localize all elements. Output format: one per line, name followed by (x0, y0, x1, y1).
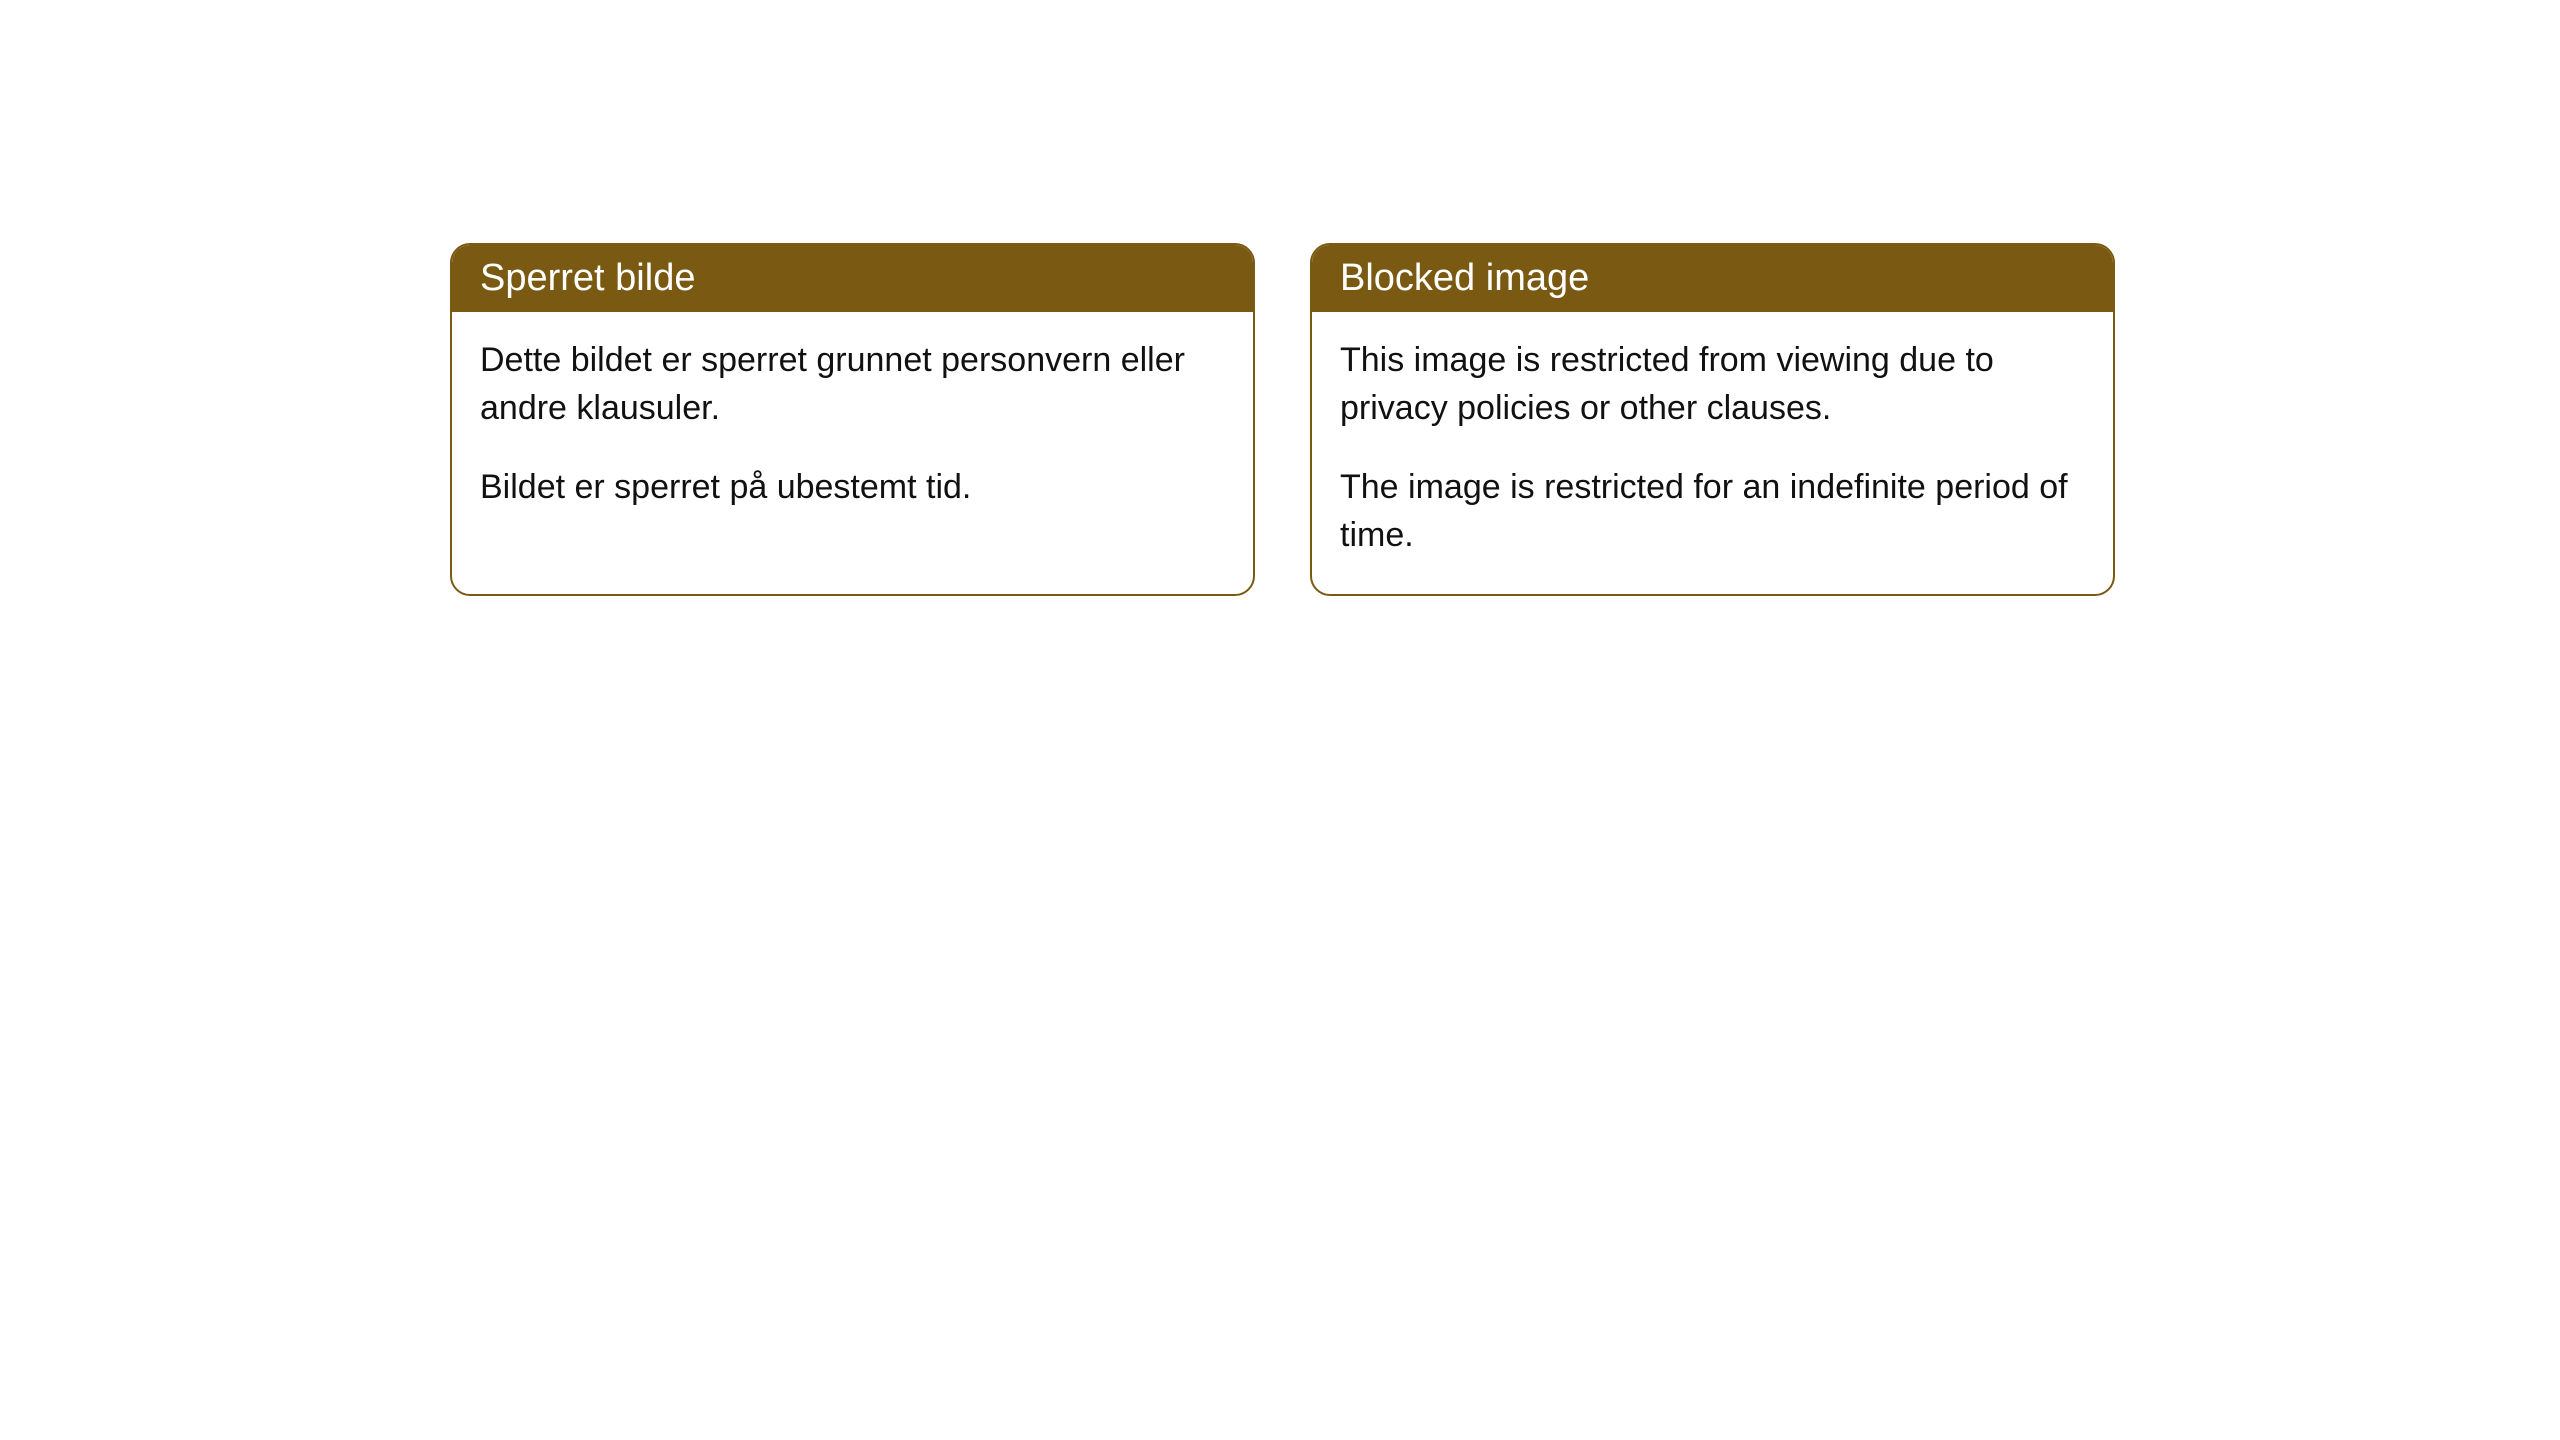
card-paragraph: Bildet er sperret på ubestemt tid. (480, 464, 1225, 512)
card-body: Dette bildet er sperret grunnet personve… (452, 312, 1253, 547)
card-title: Blocked image (1340, 257, 1589, 299)
card-english: Blocked image This image is restricted f… (1310, 243, 2115, 596)
card-header: Sperret bilde (452, 245, 1253, 312)
card-body: This image is restricted from viewing du… (1312, 312, 2113, 594)
card-header: Blocked image (1312, 245, 2113, 312)
card-norwegian: Sperret bilde Dette bildet er sperret gr… (450, 243, 1255, 596)
card-title: Sperret bilde (480, 257, 695, 299)
card-paragraph: Dette bildet er sperret grunnet personve… (480, 337, 1225, 432)
cards-container: Sperret bilde Dette bildet er sperret gr… (450, 243, 2115, 596)
card-paragraph: The image is restricted for an indefinit… (1340, 464, 2085, 559)
card-paragraph: This image is restricted from viewing du… (1340, 337, 2085, 432)
